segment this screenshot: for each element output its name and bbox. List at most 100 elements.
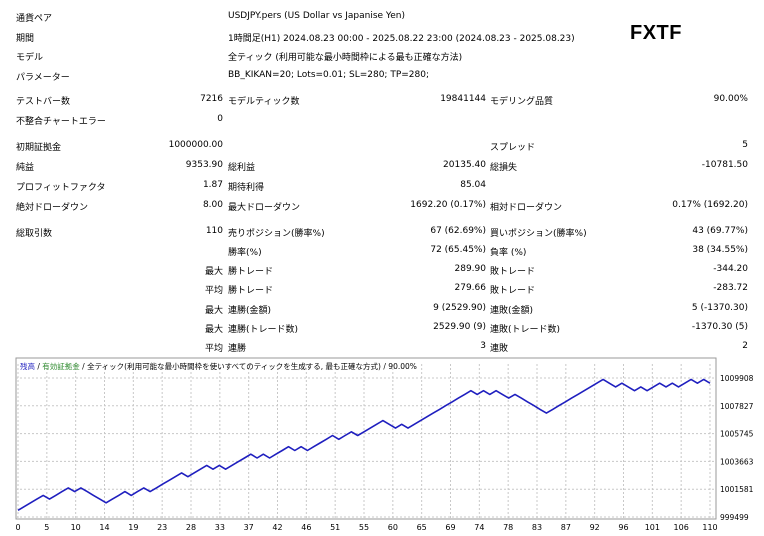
- consec-win-amount-label: 連勝(金額): [228, 306, 272, 316]
- y-tick-label: 1009908: [720, 374, 754, 383]
- initial-deposit-label: 初期証拠金: [16, 143, 62, 153]
- avg-win-trade-value: 279.66: [454, 283, 487, 293]
- model-label: モデル: [16, 53, 44, 63]
- consec-loss-count-label: 連敗(トレード数): [490, 325, 561, 335]
- consec-win-count-label: 連勝(トレード数): [228, 325, 299, 335]
- rel-drawdown-label: 相対ドローダウン: [490, 203, 563, 213]
- legend-separator: /: [381, 362, 388, 371]
- x-axis-ticks: 0 5 10 14 19 23 28 33 37 42 46 51 55 60 65 69 74 78 83 87 92…: [15, 523, 717, 532]
- loss-pct-label: 負率 (%): [490, 248, 527, 258]
- x-tick-label: 74: [474, 523, 484, 532]
- x-tick-label: 101: [645, 523, 660, 532]
- spread-label: スプレッド: [490, 143, 536, 153]
- x-tick-label: 51: [330, 523, 340, 532]
- legend-quality: 90.00%: [388, 362, 417, 371]
- avg-loss-trade-label: 敗トレード: [490, 286, 536, 296]
- currency-pair-label: 通貨ペア: [16, 14, 53, 24]
- short-pos-value: 67 (62.69%): [430, 226, 486, 236]
- x-tick-label: 10: [71, 523, 81, 532]
- gross-loss-label: 総損失: [490, 163, 518, 173]
- abs-drawdown-value: 8.00: [202, 200, 223, 210]
- max-row-label: 最大: [204, 267, 223, 277]
- consec-win-count-value: 2529.90 (9): [433, 322, 486, 332]
- params-label: パラメーター: [16, 73, 70, 83]
- long-pos-value: 43 (69.77%): [692, 226, 748, 236]
- consec-loss-amount-label: 連敗(金額): [490, 306, 534, 316]
- rel-drawdown-value: 0.17% (1692.20): [672, 200, 748, 210]
- expected-payoff-value: 85.04: [460, 180, 486, 190]
- fxtf-logo: FXTF: [630, 22, 682, 44]
- test-bars-label: テストバー数: [16, 97, 71, 107]
- model-value: 全ティック (利用可能な最小時間枠による最も正確な方法): [228, 53, 463, 63]
- legend-separator: /: [35, 362, 42, 371]
- legend-balance: 残高: [20, 361, 35, 371]
- max-loss-trade-label: 敗トレード: [490, 267, 536, 277]
- max-win-trade-value: 289.90: [454, 264, 487, 274]
- max-consec-row-label: 最大: [204, 306, 223, 316]
- model-quality-value: 90.00%: [713, 94, 748, 104]
- x-tick-label: 0: [15, 523, 20, 532]
- x-tick-label: 69: [445, 523, 455, 532]
- gross-profit-label: 総利益: [228, 163, 256, 173]
- avg-row-label: 平均: [204, 286, 223, 296]
- mismatch-label: 不整合チャートエラー: [16, 117, 106, 127]
- x-tick-label: 87: [561, 523, 571, 532]
- x-tick-label: 83: [532, 523, 542, 532]
- balance-series-line: [17, 378, 711, 511]
- params-value: BB_KIKAN=20; Lots=0.01; SL=280; TP=280;: [228, 70, 429, 80]
- avg-loss-trade-value: -283.72: [713, 283, 748, 293]
- x-tick-label: 60: [388, 523, 398, 532]
- expected-payoff-label: 期待利得: [228, 183, 265, 193]
- mismatch-value: 0: [217, 114, 223, 124]
- net-profit-label: 純益: [16, 163, 35, 173]
- x-tick-label: 55: [359, 523, 369, 532]
- model-ticks-value: 19841144: [440, 94, 486, 104]
- x-tick-label: 42: [272, 523, 282, 532]
- total-trades-value: 110: [205, 226, 223, 236]
- gross-profit-value: 20135.40: [443, 160, 486, 170]
- y-tick-label: 1005745: [720, 430, 754, 439]
- avg-consec-loss-label: 連敗: [490, 344, 509, 354]
- avg-consec-win-label: 連勝: [228, 344, 247, 354]
- x-tick-label: 96: [618, 523, 628, 532]
- x-tick-label: 37: [244, 523, 254, 532]
- period-label: 期間: [16, 34, 35, 44]
- max-win-trade-label: 勝トレード: [228, 267, 274, 277]
- win-pct-value: 72 (65.45%): [430, 245, 486, 255]
- max-drawdown-value: 1692.20 (0.17%): [410, 200, 486, 210]
- x-tick-label: 110: [702, 523, 717, 532]
- y-tick-label: 1003663: [720, 457, 754, 466]
- max-loss-trade-value: -344.20: [713, 264, 748, 274]
- x-tick-label: 65: [417, 523, 427, 532]
- avg-consec-row-label: 平均: [204, 344, 223, 354]
- avg-win-trade-label: 勝トレード: [228, 286, 274, 296]
- model-quality-label: モデリング品質: [490, 97, 554, 107]
- max-consec-count-row-label: 最大: [204, 325, 223, 335]
- x-tick-label: 106: [674, 523, 689, 532]
- test-bars-value: 7216: [200, 94, 223, 104]
- balance-chart: 残高 / 有効証拠金 / 全ティック(利用可能な最小時間枠を使いすべてのティック…: [15, 357, 754, 532]
- max-drawdown-label: 最大ドローダウン: [228, 203, 301, 213]
- x-tick-label: 92: [590, 523, 600, 532]
- spread-value: 5: [742, 140, 748, 150]
- model-ticks-label: モデルティック数: [228, 97, 300, 107]
- y-tick-label: 1007827: [720, 402, 754, 411]
- x-tick-label: 78: [503, 523, 513, 532]
- x-tick-label: 19: [128, 523, 138, 532]
- chart-frame: [15, 357, 717, 520]
- consec-loss-count-value: -1370.30 (5): [691, 322, 748, 332]
- legend-margin: 有効証拠金: [42, 361, 80, 371]
- y-tick-label: 1001581: [720, 485, 754, 494]
- loss-pct-value: 38 (34.55%): [692, 245, 748, 255]
- chart-legend: 残高 / 有効証拠金 / 全ティック(利用可能な最小時間枠を使いすべてのティック…: [20, 361, 417, 371]
- avg-consec-win-value: 3: [480, 341, 486, 351]
- x-tick-label: 28: [186, 523, 196, 532]
- gross-loss-value: -10781.50: [701, 160, 748, 170]
- x-tick-label: 23: [157, 523, 167, 532]
- x-tick-label: 5: [44, 523, 49, 532]
- profit-factor-label: プロフィットファクタ: [16, 183, 106, 193]
- net-profit-value: 9353.90: [185, 160, 223, 170]
- legend-separator: /: [80, 362, 87, 371]
- x-tick-label: 46: [301, 523, 311, 532]
- abs-drawdown-label: 絶対ドローダウン: [16, 203, 89, 213]
